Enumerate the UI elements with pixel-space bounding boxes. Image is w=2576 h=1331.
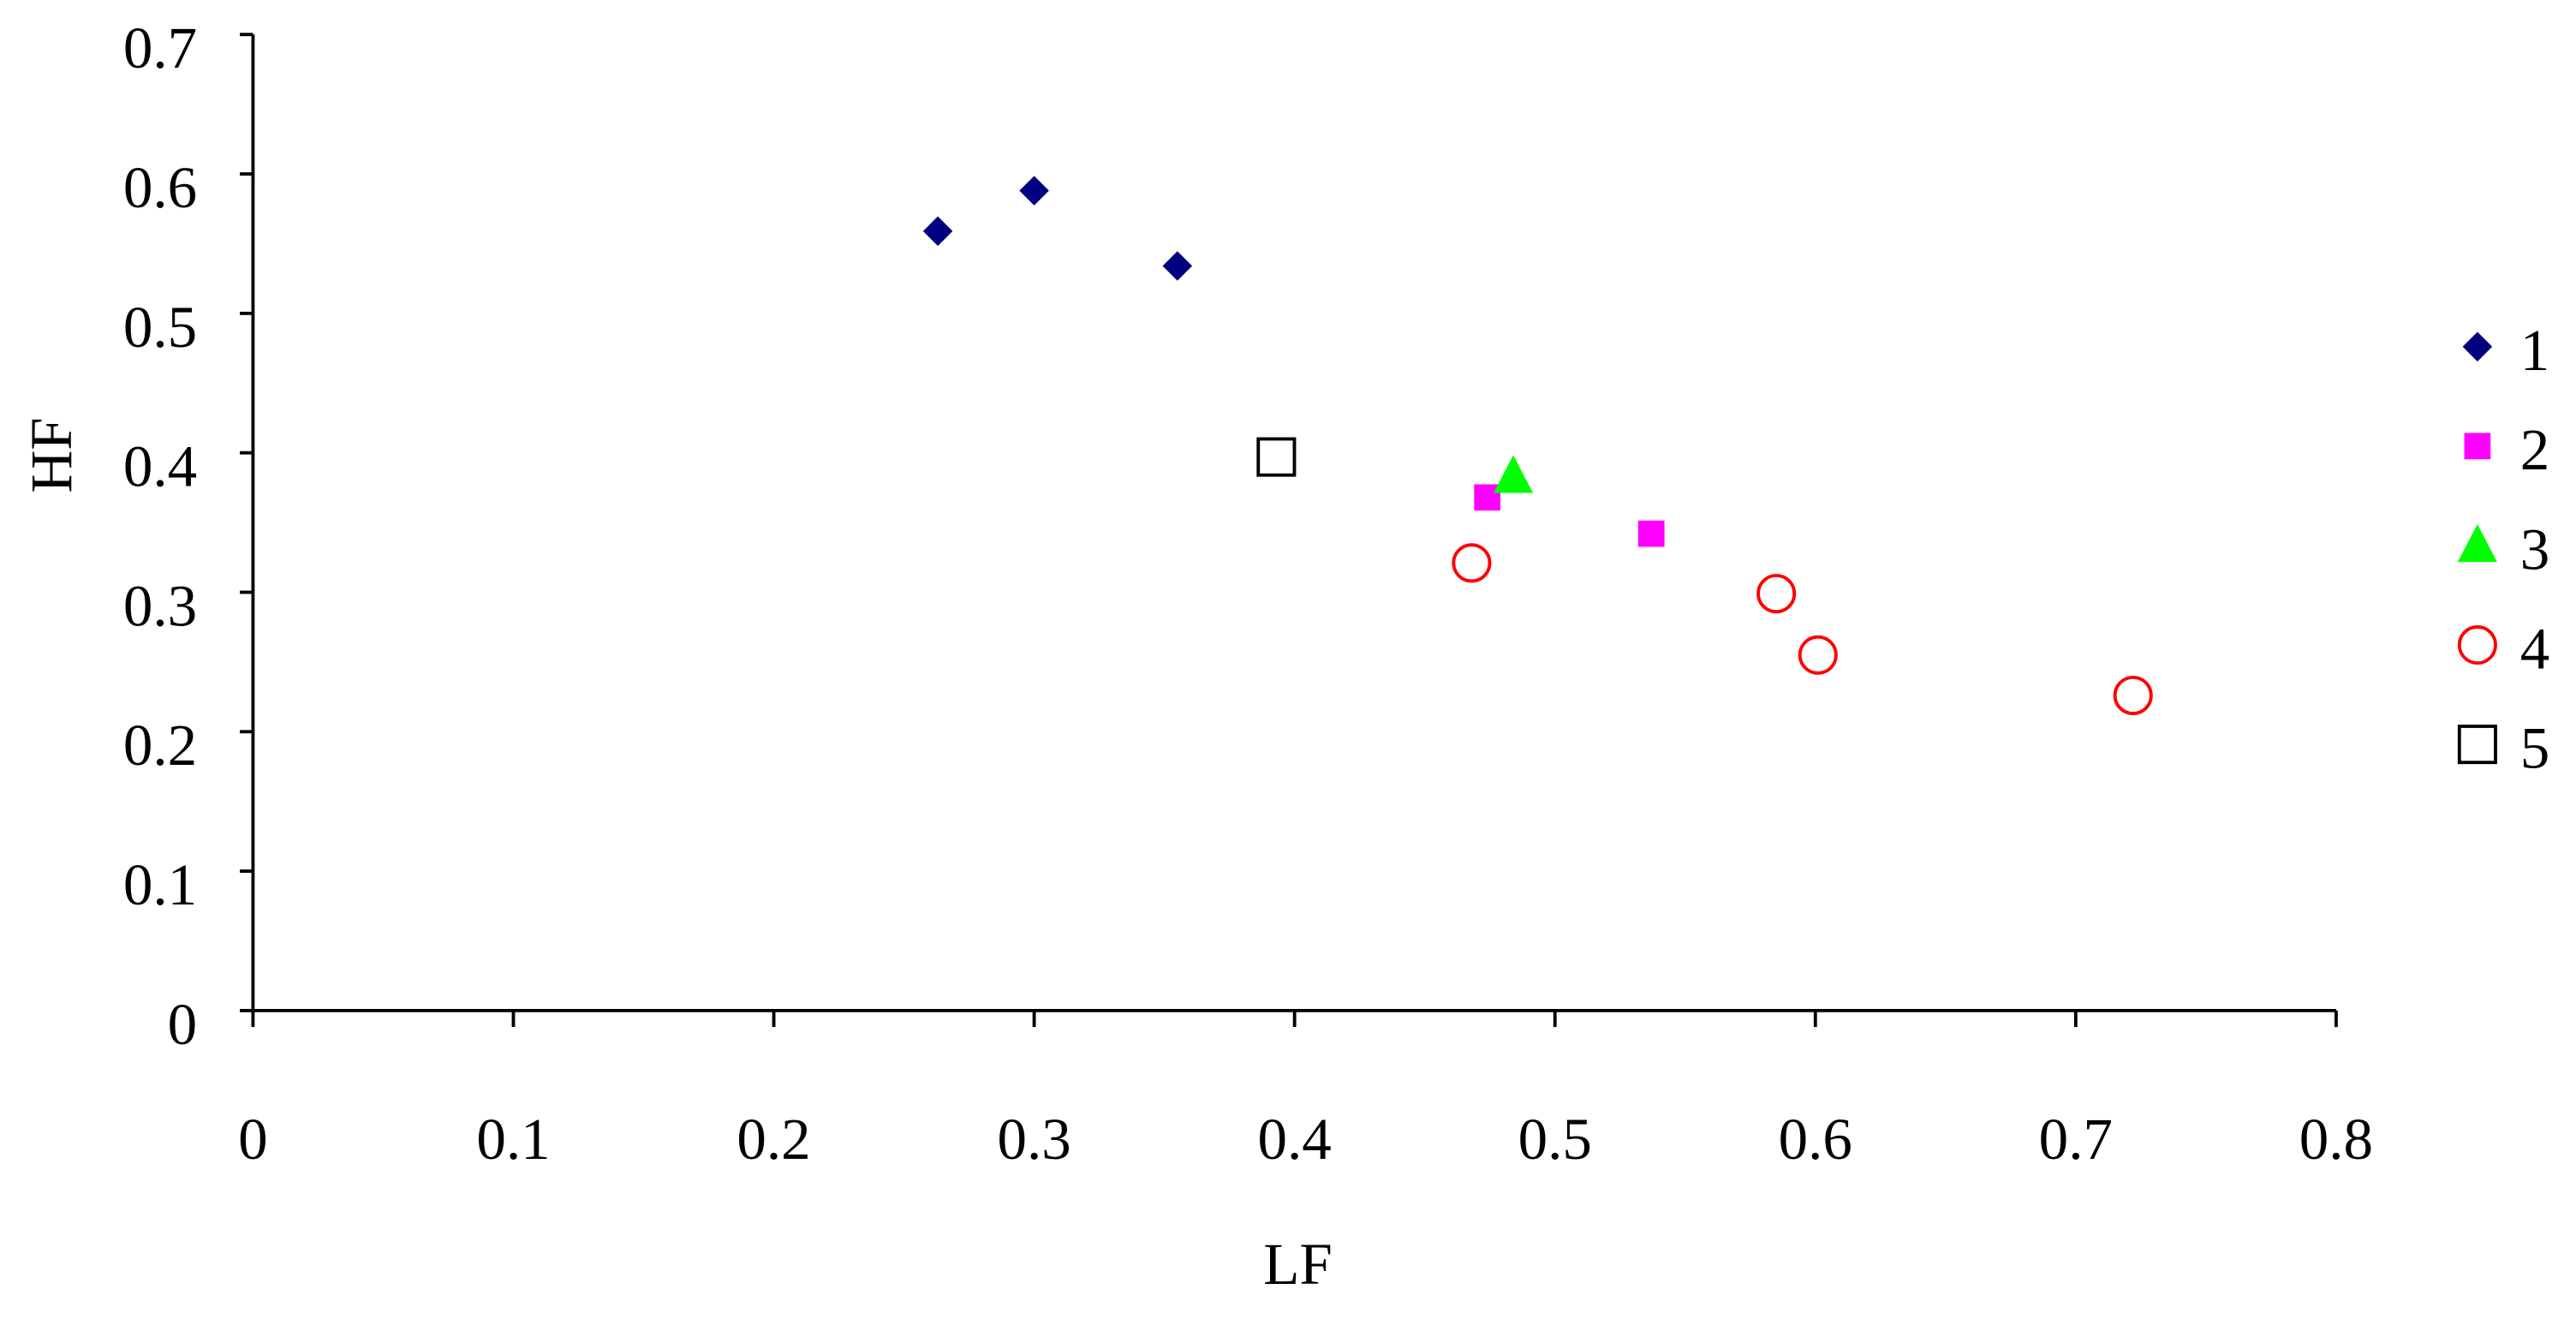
point bbox=[1494, 455, 1534, 493]
legend-label: 2 bbox=[2520, 416, 2550, 482]
x-tick-label: 0.6 bbox=[1779, 1106, 1852, 1172]
point bbox=[1798, 635, 1838, 675]
y-tick-label: 0.3 bbox=[123, 572, 197, 638]
x-tick-label: 0.1 bbox=[476, 1106, 550, 1172]
point bbox=[1019, 176, 1049, 206]
x-tick-label: 0.7 bbox=[2039, 1106, 2113, 1172]
point bbox=[922, 216, 953, 247]
x-axis-title: LF bbox=[1263, 1231, 1333, 1297]
y-tick-label: 0.7 bbox=[123, 15, 197, 81]
x-tick-label: 0 bbox=[238, 1106, 268, 1172]
y-axis-title: HF bbox=[18, 417, 84, 492]
legend-label: 5 bbox=[2520, 714, 2550, 780]
y-tick-label: 0.4 bbox=[123, 433, 197, 499]
legend-label: 1 bbox=[2520, 317, 2550, 383]
x-tick-label: 0.4 bbox=[1258, 1106, 1332, 1172]
y-tick-label: 0.5 bbox=[123, 294, 197, 360]
legend-marker bbox=[2464, 433, 2491, 460]
x-tick-label: 0.5 bbox=[1518, 1106, 1592, 1172]
legend-label: 4 bbox=[2520, 615, 2550, 681]
x-tick-label: 0.8 bbox=[2299, 1106, 2373, 1172]
point bbox=[1756, 574, 1797, 614]
legend-label: 3 bbox=[2520, 516, 2550, 582]
point bbox=[2113, 675, 2153, 715]
legend-marker bbox=[2457, 725, 2497, 765]
legend-marker bbox=[2462, 331, 2493, 362]
y-tick-label: 0.6 bbox=[123, 154, 197, 220]
x-tick-label: 0.3 bbox=[997, 1106, 1070, 1172]
y-tick-label: 0.2 bbox=[123, 712, 197, 778]
point bbox=[1637, 520, 1665, 547]
legend-marker bbox=[2457, 524, 2497, 563]
point bbox=[1256, 437, 1297, 477]
point bbox=[1452, 543, 1492, 583]
point bbox=[1162, 251, 1193, 281]
y-tick-label: 0 bbox=[168, 991, 198, 1057]
x-tick-label: 0.2 bbox=[736, 1106, 810, 1172]
y-tick-label: 0.1 bbox=[123, 851, 197, 917]
legend-marker bbox=[2457, 624, 2497, 666]
